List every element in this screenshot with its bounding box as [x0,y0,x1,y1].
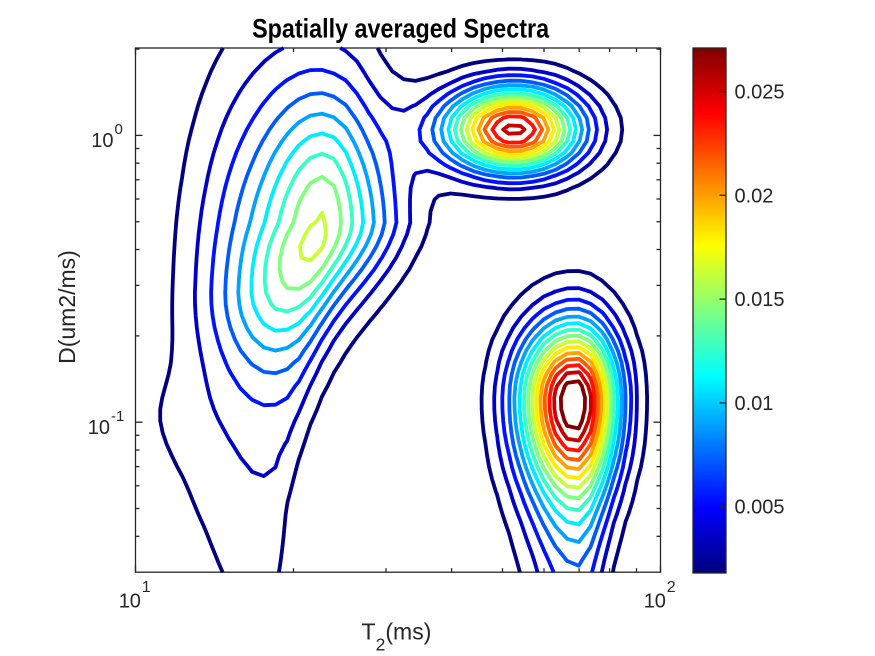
svg-text:T: T [362,618,376,644]
svg-text:0.025: 0.025 [735,82,785,104]
svg-text:2: 2 [376,635,386,655]
svg-text:0.005: 0.005 [735,497,785,519]
svg-text:(ms): (ms) [385,618,431,644]
svg-text:10: 10 [119,590,141,612]
svg-text:0.02: 0.02 [735,185,774,207]
svg-text:10: 10 [88,417,110,439]
svg-text:0.01: 0.01 [735,393,774,415]
svg-text:2: 2 [667,579,676,596]
svg-text:10: 10 [644,590,666,612]
svg-text:Spatially averaged Spectra: Spatially averaged Spectra [252,13,549,43]
svg-text:-1: -1 [111,408,124,425]
svg-text:10: 10 [91,130,113,152]
svg-text:D(um2/ms): D(um2/ms) [54,250,80,364]
svg-text:0: 0 [115,121,123,138]
svg-text:0.015: 0.015 [735,289,785,311]
svg-text:1: 1 [142,579,151,596]
